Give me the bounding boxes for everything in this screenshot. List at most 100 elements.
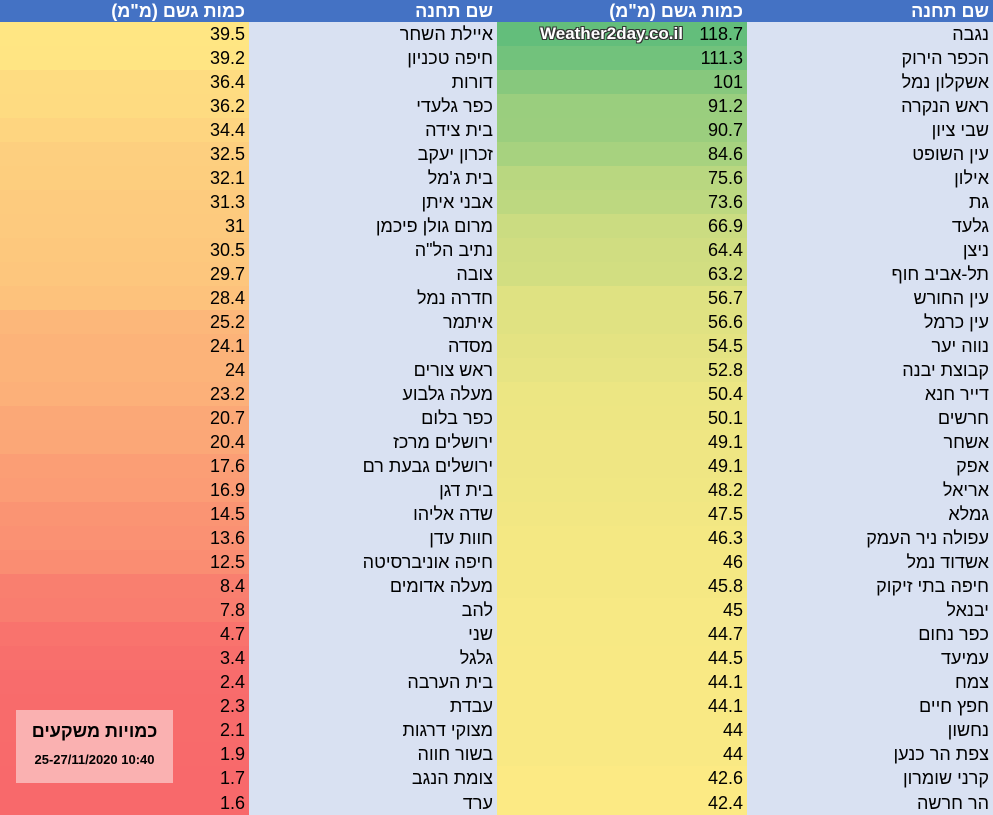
station-name-left: בית הערבה	[249, 670, 497, 695]
station-name-left: ערד	[249, 790, 497, 815]
station-name-right: גמלא	[747, 502, 993, 527]
rain-value-right: 50.1	[497, 406, 747, 431]
rain-value-left: 39.2	[0, 46, 249, 71]
station-name-left: מסדה	[249, 334, 497, 359]
station-name-right: עין השופט	[747, 142, 993, 167]
station-name-right: נגבה	[747, 22, 993, 47]
station-name-left: איתמר	[249, 310, 497, 335]
station-name-right: ניצן	[747, 238, 993, 263]
station-name-left: מצוקי דרגות	[249, 718, 497, 743]
rain-value-right: 45	[497, 598, 747, 623]
rain-value-left: 34.4	[0, 118, 249, 143]
rain-value-right: 49.1	[497, 454, 747, 479]
station-name-left: בית ג'מל	[249, 166, 497, 191]
station-name-left: עבדת	[249, 694, 497, 719]
station-name-right: אילון	[747, 166, 993, 191]
rain-value-left: 12.5	[0, 550, 249, 575]
rain-value-left: 13.6	[0, 526, 249, 551]
note-date: 25-27/11/2020 10:40	[34, 752, 155, 767]
rain-value-right: 54.5	[497, 334, 747, 359]
rain-value-right: 73.6	[497, 190, 747, 215]
station-name-left: שני	[249, 622, 497, 647]
note-title: כמויות משקעים	[31, 721, 158, 741]
header-rain-left: כמות גשם (מ"מ)	[0, 0, 249, 22]
rain-value-left: 4.7	[0, 622, 249, 647]
station-name-left: ראש צורים	[249, 358, 497, 383]
station-name-left: בית דגן	[249, 478, 497, 503]
station-name-left: חיפה אוניברסיטה	[249, 550, 497, 575]
station-name-left: חוות עדן	[249, 526, 497, 551]
station-name-right: צמח	[747, 670, 993, 695]
rain-value-right: 52.8	[497, 358, 747, 383]
station-name-left: בית צידה	[249, 118, 497, 143]
watermark-logo: Weather2day.co.il	[540, 24, 683, 43]
rain-value-left: 20.4	[0, 430, 249, 455]
rain-value-left: 30.5	[0, 238, 249, 263]
station-name-right: קבוצת יבנה	[747, 358, 993, 383]
station-name-left: בשור חווה	[249, 742, 497, 767]
station-name-right: הכפר הירוק	[747, 46, 993, 71]
rain-value-left: 31.3	[0, 190, 249, 215]
rain-value-right: 56.7	[497, 286, 747, 311]
rain-value-right: 46.3	[497, 526, 747, 551]
station-name-right: אשקלון נמל	[747, 70, 993, 95]
station-name-left: גלגל	[249, 646, 497, 671]
station-name-right: גלעד	[747, 214, 993, 239]
rain-value-left: 31	[0, 214, 249, 239]
rain-value-right: 56.6	[497, 310, 747, 335]
station-name-right: גת	[747, 190, 993, 215]
rain-value-right: 44.1	[497, 670, 747, 695]
station-name-right: אריאל	[747, 478, 993, 503]
rain-value-left: 17.6	[0, 454, 249, 479]
header-station-right: שם תחנה	[747, 0, 993, 22]
header-station-left: שם תחנה	[249, 0, 497, 22]
station-name-left: אבני איתן	[249, 190, 497, 215]
station-name-right: ראש הנקרה	[747, 94, 993, 119]
station-name-right: אשדוד נמל	[747, 550, 993, 575]
station-name-right: עמיעד	[747, 646, 993, 671]
header-rain-right: כמות גשם (מ"מ)	[497, 0, 747, 22]
station-name-right: דייר חנא	[747, 382, 993, 407]
station-name-right: יבנאל	[747, 598, 993, 623]
station-name-left: חדרה נמל	[249, 286, 497, 311]
station-name-right: הר חרשה	[747, 790, 993, 815]
date-note-box: כמויות משקעים 25-27/11/2020 10:40	[16, 710, 173, 783]
rain-value-right: 44.7	[497, 622, 747, 647]
rain-value-left: 36.2	[0, 94, 249, 119]
station-name-left: נתיב הל"ה	[249, 238, 497, 263]
rain-value-right: 50.4	[497, 382, 747, 407]
rain-value-right: 84.6	[497, 142, 747, 167]
rain-value-left: 3.4	[0, 646, 249, 671]
station-name-right: עפולה ניר העמק	[747, 526, 993, 551]
station-name-left: זכרון יעקב	[249, 142, 497, 167]
rain-value-right: 44	[497, 742, 747, 767]
rain-value-left: 24	[0, 358, 249, 383]
station-name-right: אשחר	[747, 430, 993, 455]
station-name-left: איילת השחר	[249, 22, 497, 47]
rain-value-right: 48.2	[497, 478, 747, 503]
rain-value-left: 7.8	[0, 598, 249, 623]
station-name-right: עין החורש	[747, 286, 993, 311]
station-name-left: שדה אליהו	[249, 502, 497, 527]
station-name-left: ירושלים גבעת רם	[249, 454, 497, 479]
station-name-right: צפת הר כנען	[747, 742, 993, 767]
rain-value-right: 75.6	[497, 166, 747, 191]
station-name-right: נווה יער	[747, 334, 993, 359]
rain-value-left: 20.7	[0, 406, 249, 431]
rain-value-right: 66.9	[497, 214, 747, 239]
station-name-right: חרשים	[747, 406, 993, 431]
rain-value-right: 46	[497, 550, 747, 575]
rain-value-left: 16.9	[0, 478, 249, 503]
rain-value-left: 32.5	[0, 142, 249, 167]
station-name-left: כפר בלום	[249, 406, 497, 431]
rain-value-right: 42.4	[497, 790, 747, 815]
rain-value-left: 28.4	[0, 286, 249, 311]
rain-value-right: 45.8	[497, 574, 747, 599]
station-name-right: חפץ חיים	[747, 694, 993, 719]
rain-value-left: 25.2	[0, 310, 249, 335]
station-name-right: חיפה בתי זיקוק	[747, 574, 993, 599]
rain-value-left: 14.5	[0, 502, 249, 527]
station-name-left: צומת הנגב	[249, 766, 497, 791]
station-name-right: תל-אביב חוף	[747, 262, 993, 287]
